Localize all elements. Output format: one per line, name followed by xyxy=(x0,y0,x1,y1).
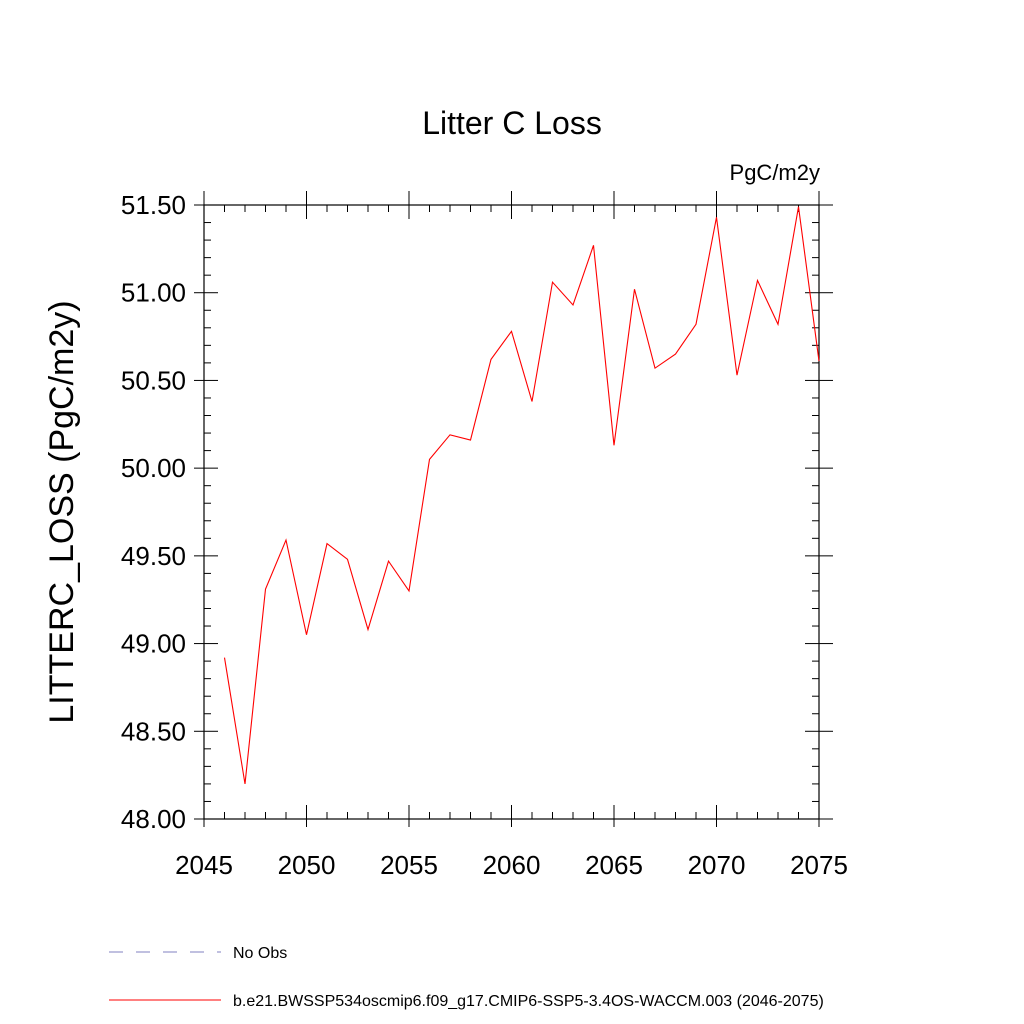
x-tick-label: 2055 xyxy=(380,850,438,880)
y-axis-label: LITTERC_LOSS (PgC/m2y) xyxy=(43,300,81,723)
chart-title: Litter C Loss xyxy=(422,105,602,141)
x-tick-label: 2060 xyxy=(483,850,541,880)
y-tick-label: 50.50 xyxy=(121,365,186,395)
legend-label: No Obs xyxy=(233,945,287,962)
series-line xyxy=(223,206,820,784)
y-tick-label: 48.00 xyxy=(121,804,186,834)
y-tick-label: 48.50 xyxy=(121,716,186,746)
x-tick-label: 2050 xyxy=(278,850,336,880)
y-tick-label: 51.00 xyxy=(121,278,186,308)
x-tick-label: 2065 xyxy=(585,850,643,880)
x-tick-label: 2075 xyxy=(790,850,848,880)
plot-area: 2045 2050 2055 2060 2065 2070 2075 48.00 48.50 49… xyxy=(121,190,848,880)
legend-label: b.e21.BWSSP534oscmip6.f09_g17.CMIP6-SSP5… xyxy=(233,993,824,1010)
x-tick-label: 2070 xyxy=(688,850,746,880)
y-tick-label: 50.00 xyxy=(121,453,186,483)
y-tick-label: 51.50 xyxy=(121,190,186,220)
y-tick-label: 49.50 xyxy=(121,541,186,571)
y-tick-label: 49.00 xyxy=(121,629,186,659)
chart-units: PgC/m2y xyxy=(730,160,820,185)
legend: No Obs b.e21.BWSSP534oscmip6.f09_g17.CMIP… xyxy=(109,945,824,1010)
x-tick-label: 2045 xyxy=(175,850,233,880)
